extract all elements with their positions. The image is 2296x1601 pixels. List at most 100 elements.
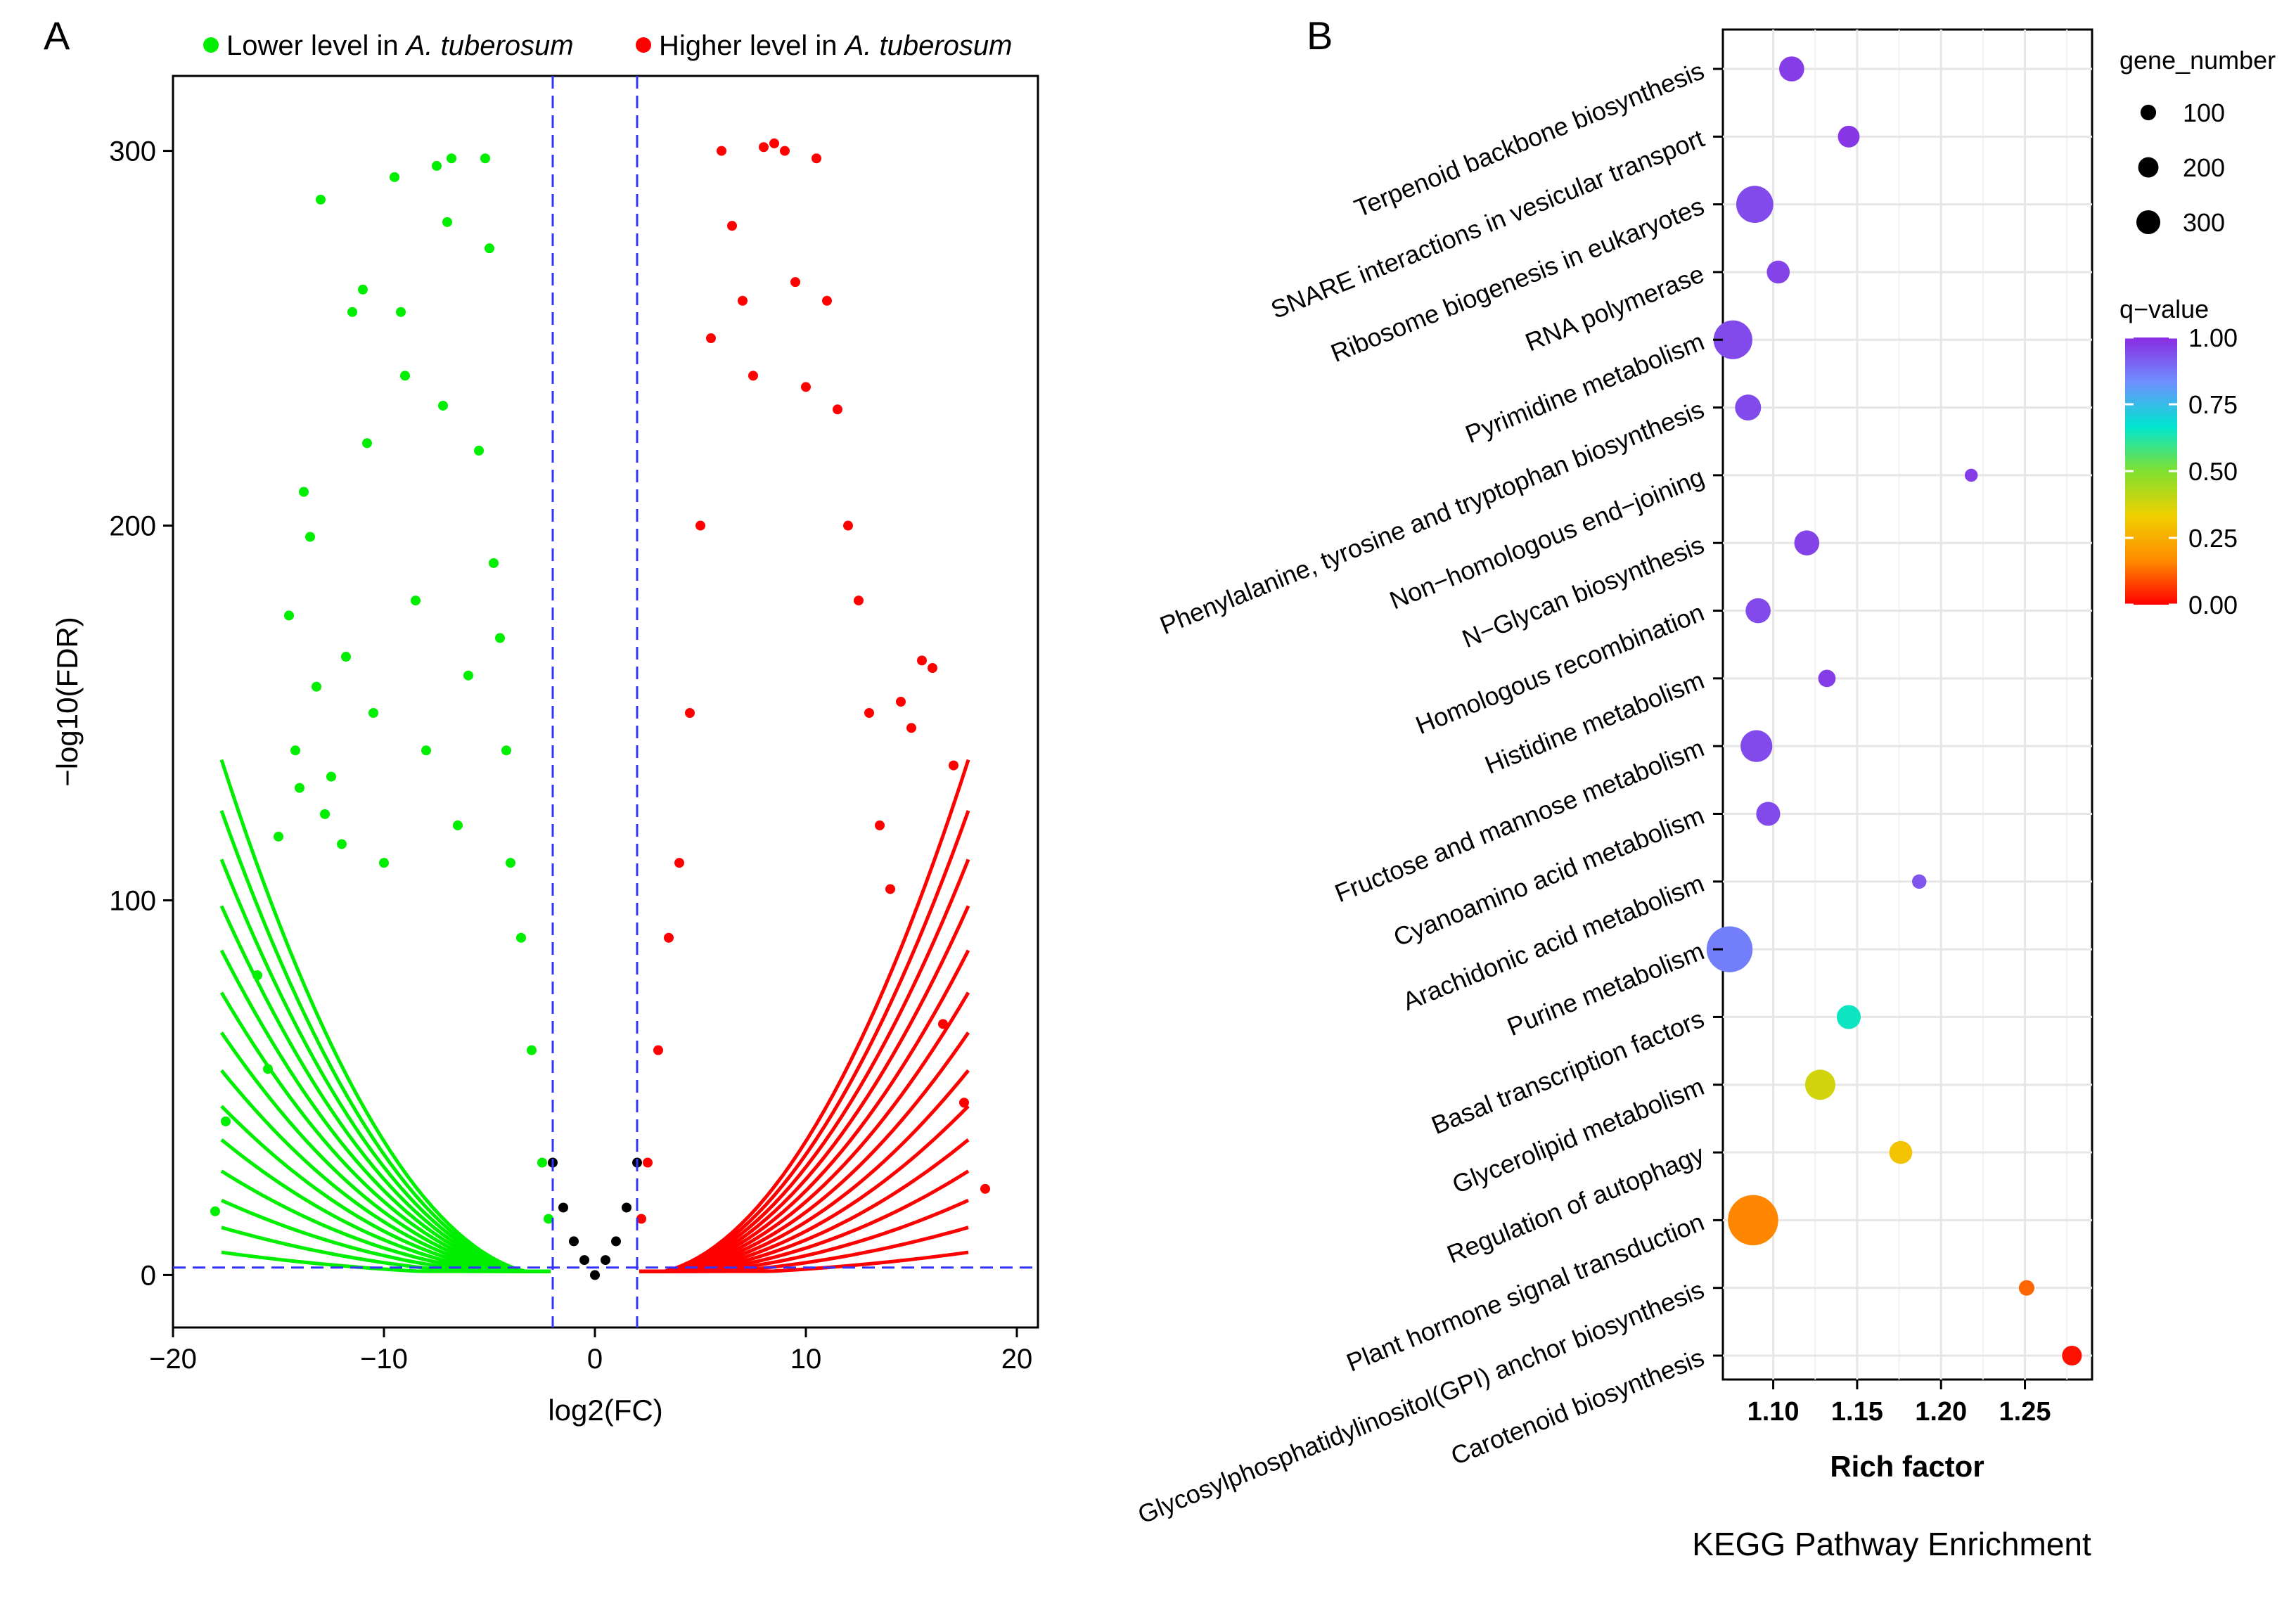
- colorbar-label: 0.25: [2188, 524, 2238, 553]
- volcano-point-1-28: [928, 663, 937, 674]
- volcano-point-0-22: [396, 307, 406, 317]
- enrichment-point-10: [1740, 730, 1773, 762]
- volcano-point-1-15: [790, 277, 800, 288]
- colorbar-label: 0.75: [2188, 390, 2238, 419]
- enrichment-point-9: [1818, 669, 1836, 688]
- enrichment-point-14: [1836, 1005, 1861, 1029]
- volcano-point-0-9: [305, 532, 315, 542]
- volcano-point-0-13: [326, 771, 336, 782]
- enrichment-point-2: [1736, 186, 1774, 223]
- volcano-point-0-37: [501, 745, 511, 756]
- panel-b-x-title: Rich factor: [1830, 1450, 1984, 1483]
- size-legend-dot: [2140, 104, 2157, 121]
- volcano-point-0-35: [489, 558, 499, 568]
- enrichment-point-19: [2062, 1345, 2082, 1366]
- volcano-point-0-20: [379, 858, 389, 868]
- volcano-point-0-21: [390, 172, 399, 182]
- pathway-label: Homologous recombination: [1411, 598, 1708, 740]
- x-tick-label: −10: [360, 1344, 408, 1375]
- rich-factor-tick-label: 1.10: [1747, 1397, 1800, 1427]
- volcano-point-1-23: [875, 820, 885, 830]
- volcano-point-1-27: [917, 655, 927, 666]
- volcano-point-0-24: [411, 596, 421, 606]
- enrichment-point-16: [1889, 1140, 1913, 1164]
- volcano-point-2-3: [579, 1255, 589, 1266]
- volcano-point-0-40: [527, 1045, 537, 1055]
- volcano-point-0-1: [221, 1116, 231, 1126]
- volcano-point-0-4: [274, 831, 283, 842]
- panel-b-grid: [1723, 30, 2092, 1380]
- enrichment-point-5: [1735, 394, 1762, 421]
- volcano-point-0-8: [299, 487, 309, 497]
- volcano-point-1-3: [664, 932, 674, 943]
- volcano-point-1-26: [906, 723, 916, 733]
- panel-b-x-ticks: 1.10 1.15 1.20 1.25: [1747, 1380, 2051, 1427]
- size-legend-dot: [2138, 157, 2159, 178]
- size-legend-title: gene_number: [2119, 46, 2276, 75]
- legend-marker-1: [636, 37, 651, 53]
- volcano-point-0-27: [438, 400, 448, 411]
- panel-a-x-ticks: −20 −10 0 10 20: [149, 1327, 1032, 1375]
- volcano-point-1-17: [812, 153, 821, 164]
- panel-b-points: [1706, 56, 2082, 1366]
- volcano-point-1-32: [980, 1183, 990, 1194]
- volcano-point-1-10: [738, 295, 748, 306]
- volcano-point-1-0: [636, 1214, 646, 1224]
- volcano-point-2-7: [622, 1202, 631, 1213]
- panel-a-thresholds: [173, 76, 1038, 1327]
- panel-a-y-title: −log10(FDR): [51, 617, 84, 787]
- volcano-point-1-20: [843, 520, 853, 531]
- volcano-point-1-5: [685, 707, 695, 718]
- x-tick-label: −20: [149, 1344, 197, 1375]
- enrichment-point-11: [1756, 802, 1781, 826]
- colorbar-label: 0.00: [2188, 591, 2238, 619]
- volcano-point-1-21: [854, 596, 864, 606]
- volcano-point-0-0: [210, 1206, 220, 1216]
- volcano-point-1-4: [674, 858, 684, 868]
- volcano-point-0-42: [544, 1214, 553, 1224]
- panel-a-x-title: log2(FC): [548, 1394, 662, 1427]
- y-tick-label: 200: [109, 511, 156, 542]
- volcano-point-0-33: [480, 153, 490, 164]
- volcano-point-0-14: [337, 839, 347, 849]
- enrichment-point-0: [1779, 56, 1804, 82]
- enrichment-point-17: [1728, 1195, 1778, 1246]
- volcano-point-0-11: [316, 194, 326, 205]
- volcano-point-0-10: [312, 681, 321, 692]
- q-value-colorbar: [2125, 337, 2177, 605]
- panel-a-legend: Lower level in A. tuberosum Higher level …: [203, 30, 1012, 61]
- enrichment-point-4: [1713, 320, 1752, 359]
- legend-marker-0: [203, 37, 219, 53]
- volcano-point-1-13: [769, 138, 779, 148]
- volcano-point-0-19: [368, 707, 378, 718]
- legend-label-1: Higher level in A. tuberosum: [659, 30, 1012, 61]
- rich-factor-tick-label: 1.15: [1831, 1397, 1883, 1427]
- panel-a: A Lower level in A. tuberosum Higher leve…: [44, 13, 1039, 1427]
- volcano-point-1-9: [727, 221, 737, 231]
- volcano-point-0-12: [320, 809, 330, 819]
- volcano-point-0-6: [290, 745, 300, 756]
- rich-factor-tick-label: 1.25: [1999, 1397, 2051, 1427]
- x-tick-label: 20: [1001, 1344, 1033, 1375]
- volcano-point-0-38: [506, 858, 515, 868]
- y-tick-label: 0: [141, 1260, 156, 1291]
- volcano-point-1-7: [706, 333, 716, 344]
- colorbar-label: 0.50: [2188, 457, 2238, 486]
- density-curve: [639, 759, 970, 1273]
- volcano-point-0-23: [400, 371, 410, 381]
- pathway-label: Basal transcription factors: [1428, 1004, 1708, 1140]
- density-curve: [219, 759, 551, 1273]
- volcano-point-0-39: [516, 932, 526, 943]
- x-tick-label: 0: [587, 1344, 603, 1375]
- volcano-point-2-1: [558, 1202, 568, 1213]
- volcano-point-1-2: [653, 1045, 663, 1055]
- volcano-point-0-34: [485, 243, 494, 254]
- enrichment-point-15: [1804, 1069, 1835, 1100]
- color-legend-title: q−value: [2119, 295, 2209, 323]
- volcano-point-1-12: [759, 142, 769, 153]
- volcano-point-1-6: [695, 520, 705, 531]
- volcano-point-1-16: [801, 382, 811, 392]
- volcano-point-2-6: [611, 1236, 621, 1247]
